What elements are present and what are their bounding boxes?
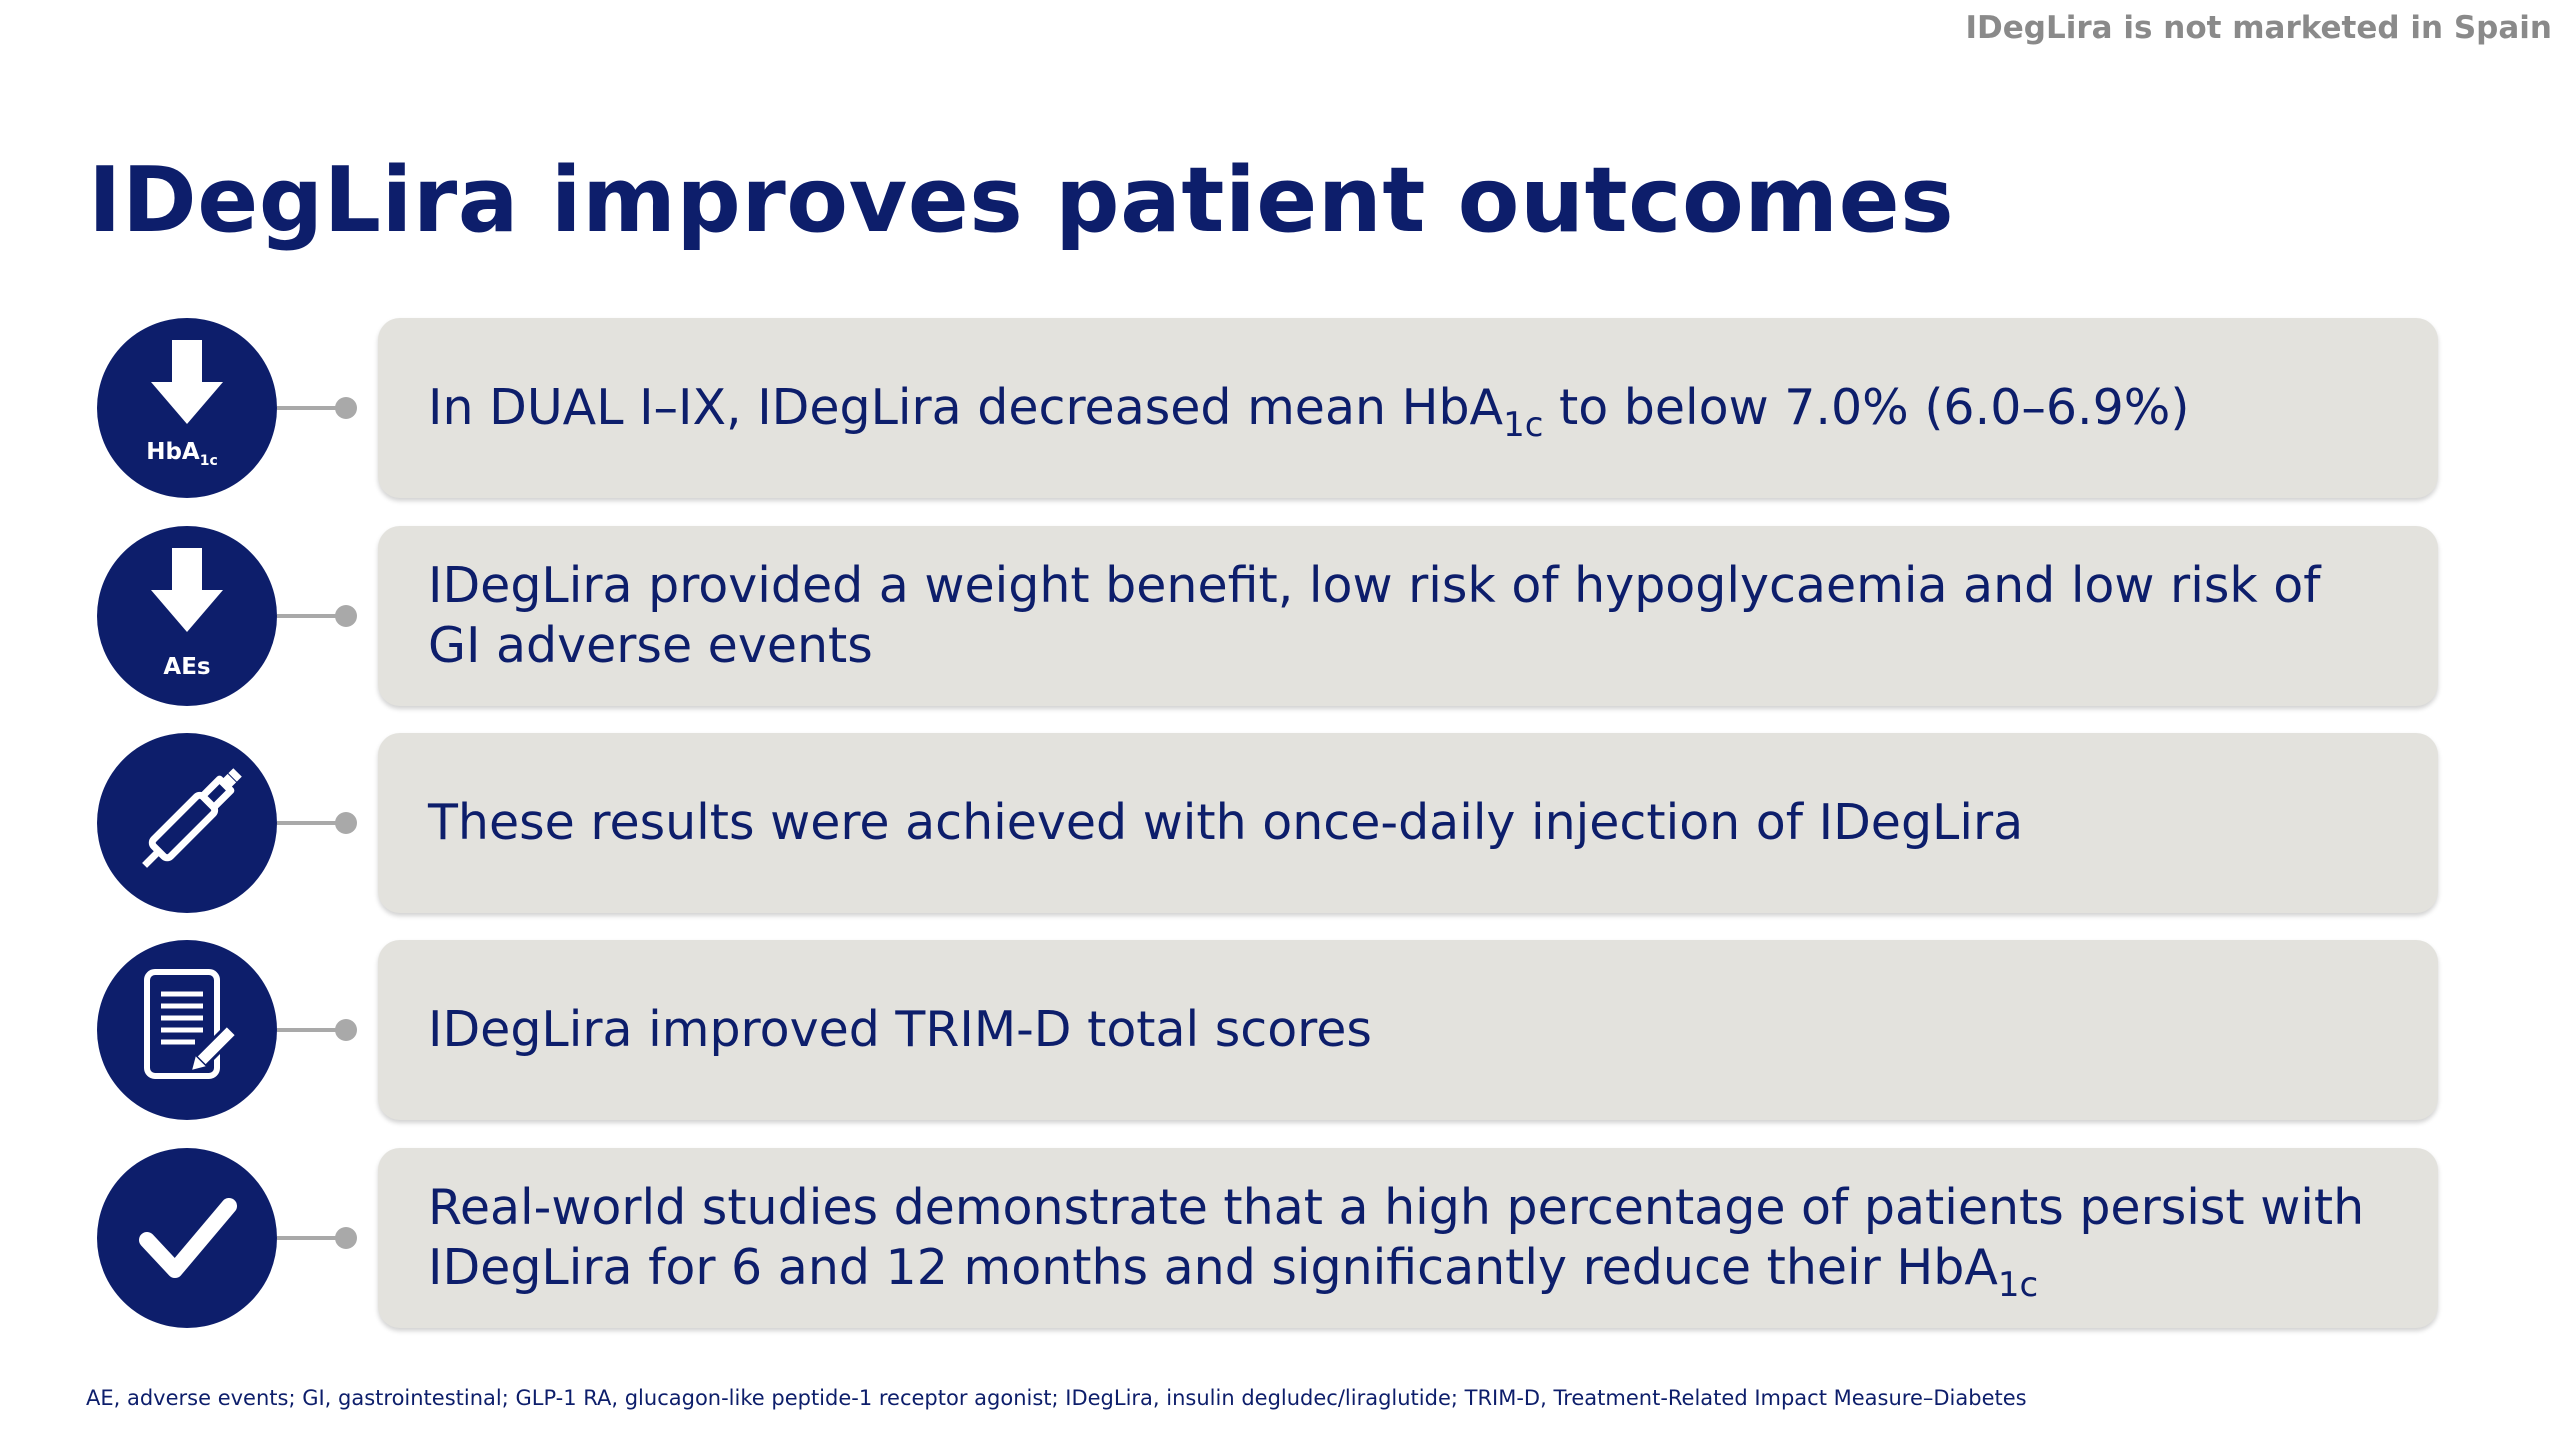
outcome-box: In DUAL I–IX, IDegLira decreased mean Hb… [378, 318, 2438, 498]
document-pen-icon [97, 940, 277, 1120]
outcome-box: IDegLira improved TRIM-D total scores [378, 940, 2438, 1120]
outcome-text: These results were achieved with once-da… [428, 794, 2024, 851]
down-arrow-icon: HbA1c [97, 318, 277, 498]
outcome-box: IDegLira provided a weight benefit, low … [378, 526, 2438, 706]
checkmark-icon [97, 1148, 277, 1328]
icon-label-aes: AEs [163, 654, 210, 680]
connector-dot [335, 605, 357, 627]
outcome-row-real-world: Real-world studies demonstrate that a hi… [0, 1148, 2560, 1328]
svg-text:HbA1c: HbA1c [146, 439, 218, 469]
outcome-text: IDegLira improved TRIM-D total scores [428, 1001, 1372, 1058]
icon-label-hba: HbA [146, 439, 200, 465]
disclaimer: IDegLira is not marketed in Spain [1965, 10, 2552, 46]
connector-dot [335, 1227, 357, 1249]
outcome-box: These results were achieved with once-da… [378, 733, 2438, 913]
pen-injector-icon [97, 733, 277, 913]
connector-dot [335, 1019, 357, 1041]
connector-line [277, 406, 345, 410]
page-title: IDegLira improves patient outcomes [88, 148, 1955, 253]
outcome-row-aes: AEs IDegLira provided a weight benefit, … [0, 526, 2560, 706]
outcome-text: Real-world studies demonstrate that a hi… [428, 1179, 2365, 1305]
connector-dot [335, 812, 357, 834]
outcome-row-trimd: IDegLira improved TRIM-D total scores [0, 940, 2560, 1120]
outcome-text: In DUAL I–IX, IDegLira decreased mean Hb… [428, 379, 2190, 445]
outcome-text: IDegLira provided a weight benefit, low … [428, 557, 2321, 674]
connector-line [277, 1236, 345, 1240]
connector-line [277, 1028, 345, 1032]
footnote: AE, adverse events; GI, gastrointestinal… [86, 1386, 2027, 1410]
outcome-row-injection: These results were achieved with once-da… [0, 733, 2560, 913]
outcome-row-hba1c: HbA1c In DUAL I–IX, IDegLira decreased m… [0, 318, 2560, 498]
connector-line [277, 614, 345, 618]
connector-line [277, 821, 345, 825]
icon-label-hba-sub: 1c [200, 453, 218, 469]
outcome-box: Real-world studies demonstrate that a hi… [378, 1148, 2438, 1328]
connector-dot [335, 397, 357, 419]
down-arrow-icon: AEs [97, 526, 277, 706]
